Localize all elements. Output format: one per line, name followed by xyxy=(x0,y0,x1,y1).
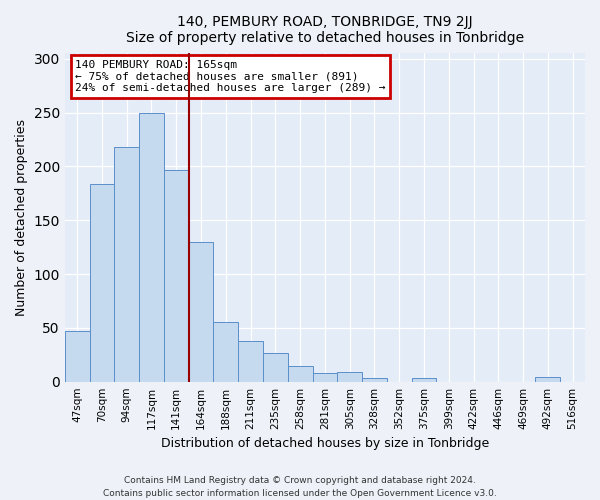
Bar xyxy=(164,170,188,382)
Bar xyxy=(412,378,436,382)
Y-axis label: Number of detached properties: Number of detached properties xyxy=(15,119,28,316)
Bar xyxy=(65,331,89,382)
Bar xyxy=(362,378,387,382)
Bar xyxy=(263,352,288,382)
Bar xyxy=(115,147,139,382)
Bar xyxy=(313,373,337,382)
Title: 140, PEMBURY ROAD, TONBRIDGE, TN9 2JJ
Size of property relative to detached hous: 140, PEMBURY ROAD, TONBRIDGE, TN9 2JJ Si… xyxy=(126,15,524,45)
Bar xyxy=(535,378,560,382)
Bar xyxy=(337,372,362,382)
Bar xyxy=(188,242,214,382)
Bar xyxy=(238,341,263,382)
Bar xyxy=(214,322,238,382)
Bar xyxy=(89,184,115,382)
X-axis label: Distribution of detached houses by size in Tonbridge: Distribution of detached houses by size … xyxy=(161,437,489,450)
Bar xyxy=(139,112,164,382)
Text: 140 PEMBURY ROAD: 165sqm
← 75% of detached houses are smaller (891)
24% of semi-: 140 PEMBURY ROAD: 165sqm ← 75% of detach… xyxy=(75,60,386,93)
Bar xyxy=(288,366,313,382)
Text: Contains HM Land Registry data © Crown copyright and database right 2024.
Contai: Contains HM Land Registry data © Crown c… xyxy=(103,476,497,498)
